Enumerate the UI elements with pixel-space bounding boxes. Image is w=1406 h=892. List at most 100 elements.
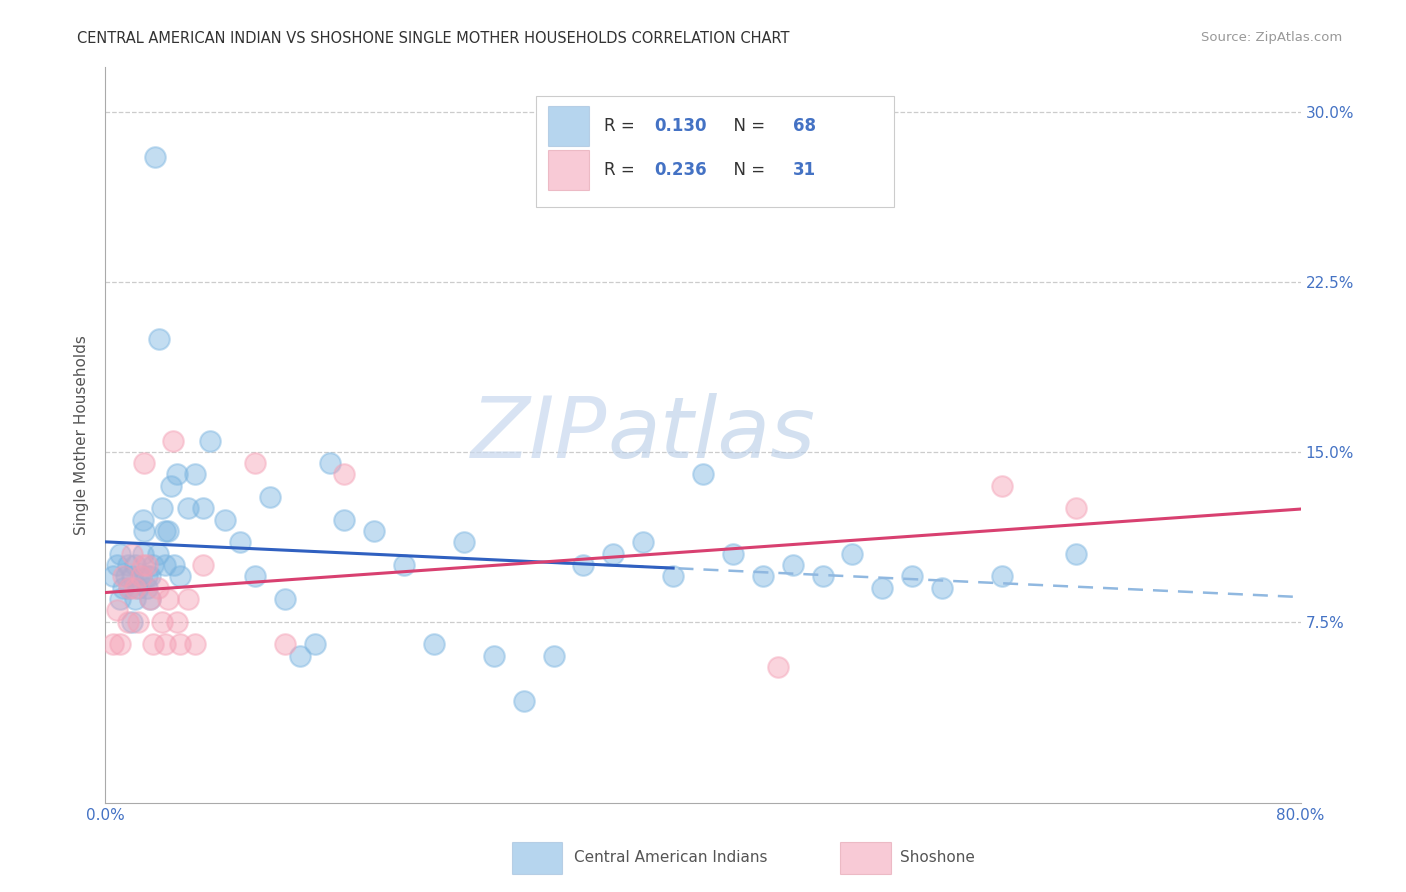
- Text: 0.236: 0.236: [654, 161, 707, 179]
- Point: [162, 434, 184, 448]
- Point: [142, 637, 165, 651]
- Point: [841, 547, 863, 561]
- Point: [155, 558, 177, 572]
- Point: [127, 581, 149, 595]
- Point: [243, 456, 266, 470]
- Point: [872, 581, 894, 595]
- Point: [513, 694, 536, 708]
- Point: [423, 637, 446, 651]
- Text: R =: R =: [603, 117, 640, 135]
- Point: [157, 524, 180, 538]
- Point: [901, 569, 924, 583]
- Bar: [841, 842, 890, 874]
- Text: N =: N =: [723, 161, 770, 179]
- Text: CENTRAL AMERICAN INDIAN VS SHOSHONE SINGLE MOTHER HOUSEHOLDS CORRELATION CHART: CENTRAL AMERICAN INDIAN VS SHOSHONE SING…: [77, 31, 790, 46]
- Text: Central American Indians: Central American Indians: [574, 850, 768, 865]
- Point: [229, 535, 252, 549]
- Point: [1066, 547, 1088, 561]
- Point: [721, 547, 744, 561]
- Point: [273, 637, 295, 651]
- Point: [117, 615, 139, 629]
- Point: [1066, 501, 1088, 516]
- Point: [148, 332, 170, 346]
- Point: [132, 547, 155, 561]
- Point: [214, 513, 236, 527]
- Point: [129, 569, 153, 583]
- Point: [692, 467, 714, 482]
- Point: [134, 456, 156, 470]
- Point: [142, 558, 165, 572]
- Point: [124, 558, 146, 572]
- Point: [143, 151, 166, 165]
- Point: [166, 467, 188, 482]
- Point: [139, 592, 162, 607]
- Point: [121, 615, 143, 629]
- Point: [176, 501, 198, 516]
- FancyBboxPatch shape: [536, 96, 894, 207]
- Text: atlas: atlas: [607, 393, 815, 476]
- Point: [633, 535, 655, 549]
- Point: [110, 592, 132, 607]
- Text: 68: 68: [793, 117, 815, 135]
- Point: [139, 592, 162, 607]
- Point: [115, 569, 138, 583]
- Point: [146, 547, 169, 561]
- Point: [990, 479, 1012, 493]
- Text: R =: R =: [603, 161, 640, 179]
- Point: [118, 581, 141, 595]
- Point: [107, 558, 129, 572]
- Point: [453, 535, 475, 549]
- Point: [259, 490, 281, 504]
- Point: [157, 592, 180, 607]
- Point: [572, 558, 595, 572]
- Text: N =: N =: [723, 117, 770, 135]
- Point: [132, 558, 155, 572]
- Point: [273, 592, 295, 607]
- Point: [160, 479, 183, 493]
- Point: [150, 615, 173, 629]
- Point: [333, 467, 356, 482]
- Point: [155, 524, 177, 538]
- Text: 0.130: 0.130: [654, 117, 706, 135]
- Point: [363, 524, 385, 538]
- Point: [176, 592, 198, 607]
- Bar: [512, 842, 562, 874]
- Point: [811, 569, 834, 583]
- Point: [139, 569, 162, 583]
- Point: [101, 637, 124, 651]
- Point: [101, 569, 124, 583]
- Point: [163, 558, 186, 572]
- Point: [136, 569, 159, 583]
- Point: [121, 569, 143, 583]
- Point: [124, 592, 146, 607]
- Point: [110, 547, 132, 561]
- Point: [184, 637, 207, 651]
- Point: [121, 547, 143, 561]
- Point: [107, 603, 129, 617]
- Point: [150, 501, 173, 516]
- Text: Shoshone: Shoshone: [900, 850, 976, 865]
- Point: [129, 569, 153, 583]
- Point: [146, 581, 169, 595]
- Point: [288, 648, 311, 663]
- Text: 31: 31: [793, 161, 815, 179]
- Point: [766, 660, 789, 674]
- Point: [318, 456, 340, 470]
- Point: [191, 501, 214, 516]
- Point: [191, 558, 214, 572]
- Bar: [547, 150, 589, 190]
- Point: [110, 637, 132, 651]
- Point: [394, 558, 416, 572]
- Text: ZIP: ZIP: [471, 393, 607, 476]
- Point: [543, 648, 565, 663]
- Point: [198, 434, 221, 448]
- Point: [112, 581, 135, 595]
- Point: [482, 648, 505, 663]
- Point: [169, 637, 191, 651]
- Point: [169, 569, 191, 583]
- Point: [602, 547, 624, 561]
- Point: [333, 513, 356, 527]
- Y-axis label: Single Mother Households: Single Mother Households: [75, 334, 90, 535]
- Point: [132, 513, 155, 527]
- Point: [782, 558, 804, 572]
